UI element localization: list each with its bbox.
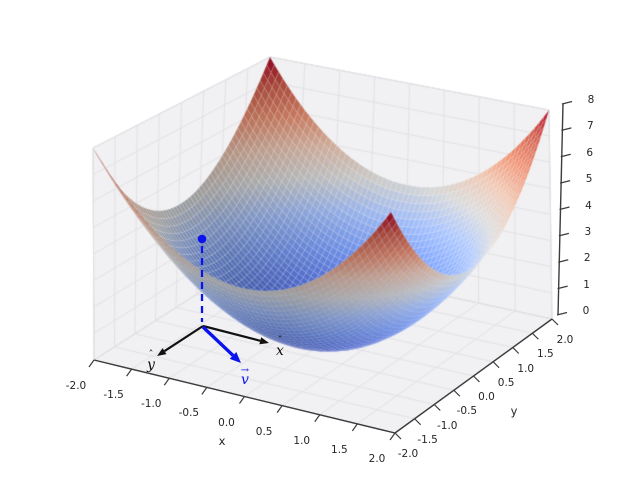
plot-canvas-3d-surface[interactable] xyxy=(0,0,640,480)
figure-3d-surface-plot: -2.0 -1.5 -1.0 -0.5 0.0 0.5 1.0 1.5 2.0 -2.0 -1.5-… xyxy=(0,0,640,480)
